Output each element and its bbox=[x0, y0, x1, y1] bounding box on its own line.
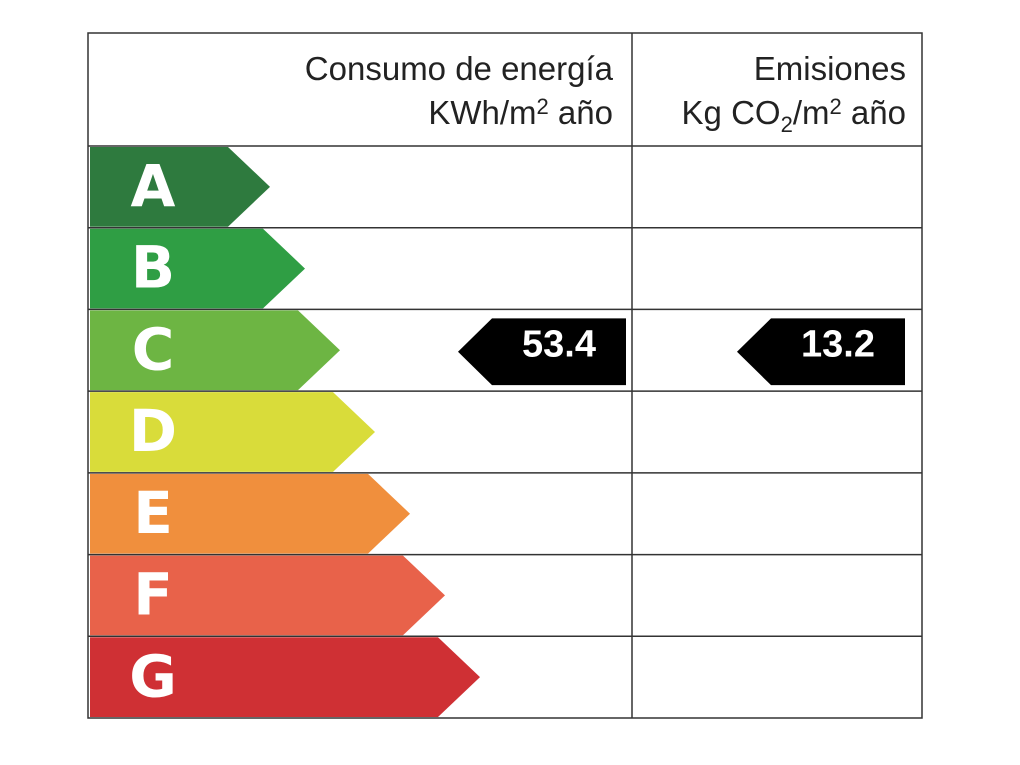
class-letter: G bbox=[129, 642, 177, 710]
class-arrow bbox=[90, 473, 410, 554]
class-arrow bbox=[90, 310, 340, 391]
value-arrow bbox=[737, 318, 905, 386]
class-arrow bbox=[90, 228, 305, 309]
unit-part: Kg CO bbox=[682, 94, 781, 131]
value-arrow bbox=[458, 318, 626, 386]
emissions-title: Emisiones bbox=[754, 50, 906, 87]
class-arrow bbox=[90, 555, 445, 636]
value-label: 53.4 bbox=[522, 323, 596, 365]
class-letter: F bbox=[133, 561, 173, 629]
unit-sub: 2 bbox=[781, 112, 793, 137]
unit-sup: 2 bbox=[537, 94, 549, 119]
class-letter: D bbox=[129, 397, 177, 465]
consumption-unit: KWh/m2 año bbox=[428, 94, 613, 131]
class-letter: E bbox=[133, 479, 173, 547]
emissions-unit: Kg CO2/m2 año bbox=[682, 94, 906, 137]
unit-part: año bbox=[549, 94, 613, 131]
class-arrow bbox=[90, 637, 480, 717]
class-arrow bbox=[90, 147, 270, 227]
unit-part: año bbox=[842, 94, 906, 131]
unit-sup: 2 bbox=[830, 94, 842, 119]
unit-part: KWh/m bbox=[428, 94, 536, 131]
class-letter: A bbox=[131, 152, 176, 220]
frame bbox=[87, 32, 923, 719]
class-letter: B bbox=[131, 234, 175, 302]
value-label: 13.2 bbox=[801, 323, 875, 365]
class-arrow bbox=[90, 392, 375, 472]
unit-part: /m bbox=[793, 94, 830, 131]
class-letter: C bbox=[132, 315, 175, 383]
consumption-title: Consumo de energía bbox=[305, 50, 614, 87]
